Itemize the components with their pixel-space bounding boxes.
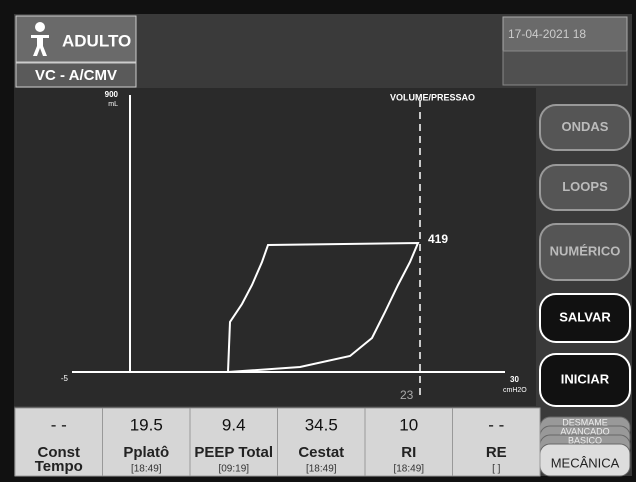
peak-pressure: 23 xyxy=(400,388,414,402)
peak-volume: 419 xyxy=(428,232,448,246)
parameter-label: Tempo xyxy=(35,458,83,475)
parameter-value: - - xyxy=(51,415,67,434)
menu-label: MECÂNICA xyxy=(551,455,620,470)
parameter-label: RI xyxy=(401,444,416,461)
patient-type: ADULTO xyxy=(62,31,131,50)
parameter-value: 19.5 xyxy=(130,415,163,434)
status-box xyxy=(503,51,627,85)
parameter-value: 10 xyxy=(399,415,418,434)
plot-area xyxy=(14,88,536,406)
parameter-time: [18:49] xyxy=(306,464,337,475)
button-label: NUMÉRICO xyxy=(550,243,621,258)
x-min: -5 xyxy=(61,374,69,383)
parameter-label: Pplatô xyxy=(123,444,169,461)
button-label: LOOPS xyxy=(562,179,608,194)
x-unit: cmH2O xyxy=(503,387,527,394)
parameter-label: PEEP Total xyxy=(194,444,273,461)
parameter-label: Cestat xyxy=(298,444,344,461)
x-max: 30 xyxy=(510,375,519,384)
parameter-label: RE xyxy=(486,444,507,461)
plot-title: VOLUME/PRESSAO xyxy=(390,92,475,102)
page: ADULTO VC - A/CMV 17-04-2021 18 900 mL V… xyxy=(0,0,636,482)
parameter-time: [09:19] xyxy=(218,464,249,475)
button-label: INICIAR xyxy=(561,371,610,386)
parameter-value: 9.4 xyxy=(222,415,246,434)
parameter-time: [18:49] xyxy=(393,464,424,475)
y-unit: mL xyxy=(108,101,118,108)
button-label: SALVAR xyxy=(559,309,611,324)
date: 17-04-2021 18 xyxy=(508,27,586,41)
ventilation-mode: VC - A/CMV xyxy=(35,67,117,84)
parameter-time: [ ] xyxy=(492,464,501,475)
ventilator-screen: ADULTO VC - A/CMV 17-04-2021 18 900 mL V… xyxy=(0,0,636,482)
parameter-value: 34.5 xyxy=(305,415,338,434)
parameter-value: - - xyxy=(488,415,504,434)
parameter-time: [18:49] xyxy=(131,464,162,475)
button-label: ONDAS xyxy=(562,119,609,134)
y-max: 900 xyxy=(105,90,119,99)
